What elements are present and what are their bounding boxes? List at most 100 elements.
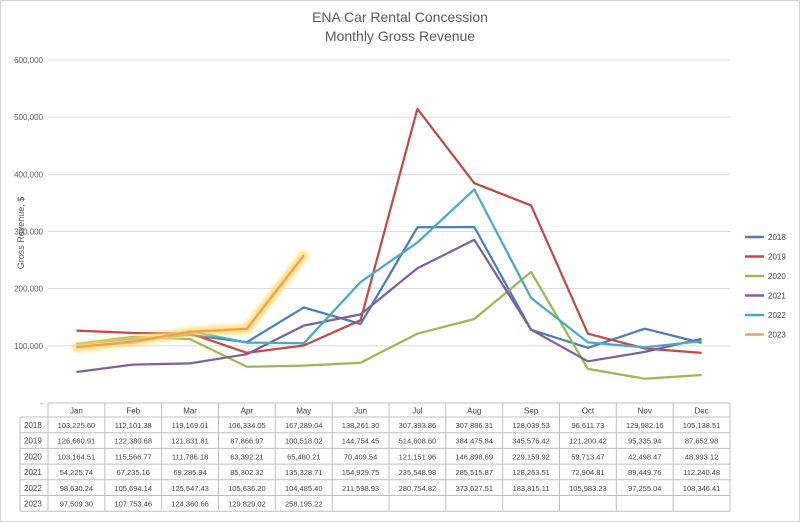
data-label: 95,335.94: [628, 437, 661, 446]
data-label: 100,518.02: [285, 437, 323, 446]
data-label: 106,334.05: [228, 421, 266, 430]
data-label: 72,904.81: [571, 468, 604, 477]
data-label: 103,164.51: [58, 452, 96, 461]
data-label: 307,393.86: [399, 421, 437, 430]
data-label: 105,636.20: [228, 484, 266, 493]
data-label: 124,360.66: [171, 500, 209, 509]
x-tick-label: Jun: [354, 407, 367, 416]
data-label: 122,380.68: [114, 437, 152, 446]
data-label: 129,829.02: [228, 500, 266, 509]
table-row-label: 2023: [24, 500, 42, 509]
legend-label: 2023: [768, 331, 786, 340]
y-tick-label: 300,000: [14, 228, 43, 237]
data-label: 112,101.38: [115, 421, 152, 430]
series-line-2018: [76, 225, 702, 349]
table-row-label: 2022: [24, 484, 42, 493]
data-label: 121,151.96: [399, 452, 437, 461]
data-label: 59,713.47: [571, 452, 604, 461]
y-tick-label: 500,000: [14, 113, 43, 122]
x-tick-label: Jan: [70, 407, 83, 416]
y-tick-label: 200,000: [14, 285, 43, 294]
data-label: 125,547.43: [171, 484, 209, 493]
data-label: 42,498.47: [628, 452, 661, 461]
data-label: 235,548.98: [399, 468, 437, 477]
data-label: 129,982.16: [626, 421, 664, 430]
x-tick-label: May: [296, 407, 311, 416]
chart-subtitle: Monthly Gross Revenue: [324, 28, 476, 44]
data-label: 167,289.04: [285, 421, 323, 430]
legend-label: 2022: [768, 311, 786, 320]
data-label: 154,929.75: [342, 468, 380, 477]
data-label: 87,866.97: [230, 437, 263, 446]
data-label: 97,255.04: [628, 484, 661, 493]
gridlines: [48, 59, 730, 347]
legend-label: 2021: [768, 292, 786, 301]
data-label: 107,753.46: [114, 500, 152, 509]
data-label: 48,993.12: [685, 452, 718, 461]
data-label: 146,898.69: [455, 452, 493, 461]
data-label: 98,630.24: [60, 484, 93, 493]
series-glow-2023: [71, 250, 309, 352]
data-label: 54,225.74: [60, 468, 93, 477]
y-axis-ticks: - 100,000 200,000 300,000 400,000 500,000 600,…: [14, 56, 43, 408]
data-label: 103,225.60: [58, 421, 96, 430]
x-tick-label: Jul: [412, 407, 422, 416]
data-label: 144,754.45: [342, 437, 380, 446]
legend-label: 2019: [768, 253, 786, 262]
x-tick-label: Dec: [694, 407, 708, 416]
data-label: 104,485.40: [285, 484, 323, 493]
legend-label: 2020: [768, 272, 786, 281]
data-label: 345,576.42: [512, 437, 550, 446]
data-label: 229,159.92: [512, 452, 550, 461]
data-label: 119,169.01: [172, 421, 209, 430]
data-label: 211,598.93: [342, 484, 379, 493]
data-label: 280,754.82: [399, 484, 437, 493]
data-label: 87,652.98: [685, 437, 718, 446]
x-tick-label: Aug: [467, 407, 481, 416]
chart-title: ENA Car Rental Concession: [312, 9, 488, 25]
series-line-2021: [76, 238, 702, 374]
data-table: Jan Feb Mar Apr May Jun Jul Aug Sep Oct Nov Dec 2018…: [19, 402, 731, 512]
data-label: 105,983.23: [569, 484, 607, 493]
table-row-label: 2020: [24, 452, 42, 461]
data-label: 373,627.51: [455, 484, 493, 493]
y-axis-label: Gross Revenue, $: [16, 197, 26, 270]
data-label: 121,831.81: [171, 437, 209, 446]
data-label: 126,660.91: [58, 437, 96, 446]
x-tick-label: Feb: [126, 407, 140, 416]
table-row-label: 2019: [24, 437, 42, 446]
x-tick-label: Oct: [582, 407, 595, 416]
data-label: 105,138.51: [683, 421, 721, 430]
data-label: 128,263.51: [512, 468, 550, 477]
data-label: 69,285.94: [173, 468, 206, 477]
data-label: 96,611.73: [572, 421, 605, 430]
y-tick-label: 600,000: [14, 56, 43, 65]
y-tick-label: 100,000: [14, 342, 43, 351]
data-label: 67,235.16: [117, 468, 150, 477]
data-label: 97,509.30: [60, 500, 93, 509]
legend: 2018 2019 2020 2021 2022 2023: [745, 233, 786, 340]
data-label: 111,786.18: [172, 452, 208, 461]
x-tick-label: Nov: [638, 407, 652, 416]
series-lines: [71, 107, 702, 380]
y-tick-label: 400,000: [14, 170, 43, 179]
x-tick-label: Sep: [524, 407, 539, 416]
data-label: 285,515.87: [455, 468, 493, 477]
data-label: 128,039.53: [512, 421, 550, 430]
table-row-label: 2021: [24, 468, 42, 477]
data-label: 85,302.32: [230, 468, 263, 477]
data-label: 65,480.21: [287, 452, 320, 461]
y-tick-label: -: [40, 399, 43, 408]
legend-label: 2018: [768, 233, 786, 242]
data-label: 307,886.31: [455, 421, 493, 430]
x-tick-label: Apr: [241, 407, 254, 416]
series-line-2020: [76, 270, 702, 380]
data-label: 70,409.54: [344, 452, 377, 461]
data-label: 115,566.77: [115, 452, 152, 461]
x-tick-label: Mar: [183, 407, 197, 416]
data-label: 183,815.11: [513, 484, 550, 493]
data-label: 63,392.21: [230, 452, 263, 461]
data-label: 108,346.41: [683, 484, 721, 493]
